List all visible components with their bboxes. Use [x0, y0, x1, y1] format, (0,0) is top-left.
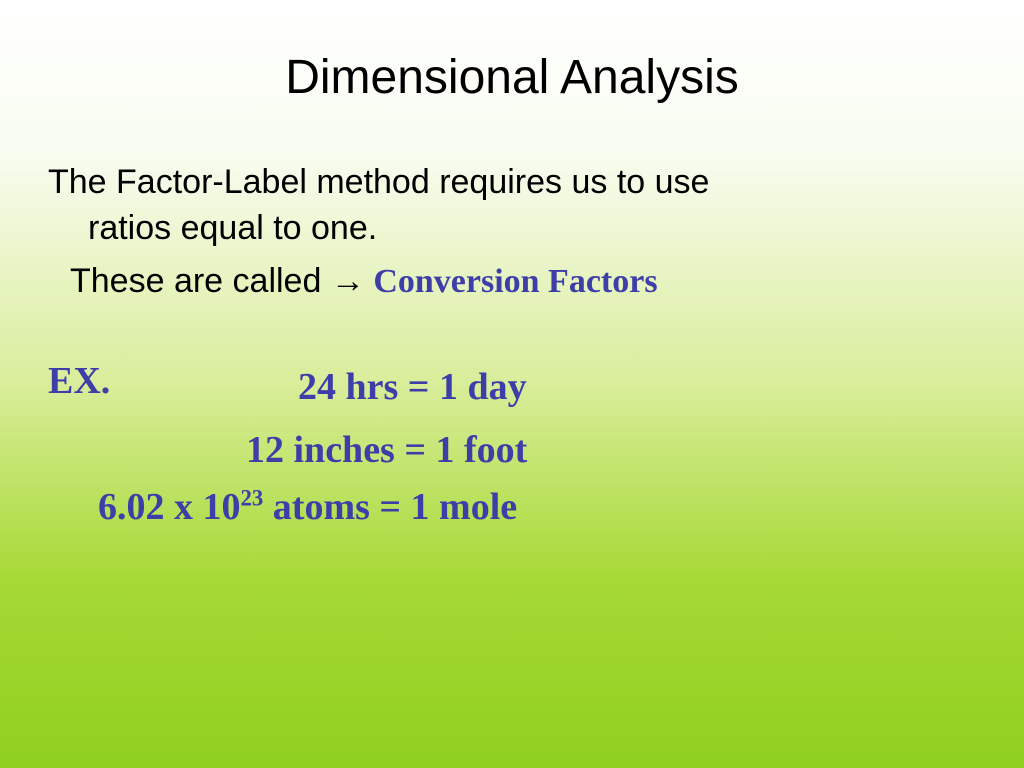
example-3-exponent: 23 — [241, 485, 264, 510]
example-3: 6.02 x 1023 atoms = 1 mole — [98, 479, 984, 536]
example-2: 12 inches = 1 foot — [98, 422, 984, 479]
example-3-base: 6.02 x 10 — [98, 486, 241, 528]
example-1: 24 hrs = 1 day — [298, 359, 527, 416]
intro-text: The Factor-Label method requires us to u… — [40, 160, 984, 252]
example-3-tail: atoms = 1 mole — [263, 486, 517, 528]
intro-line1: The Factor-Label method requires us to u… — [48, 163, 709, 201]
definition-term: Conversion Factors — [365, 263, 658, 300]
slide-title: Dimensional Analysis — [40, 50, 984, 105]
examples-block: EX. 24 hrs = 1 day 12 inches = 1 foot 6.… — [40, 359, 984, 536]
definition-line: These are called → Conversion Factors — [40, 262, 984, 301]
example-label: EX. — [48, 359, 298, 416]
intro-line2: ratios equal to one. — [48, 206, 984, 252]
arrow-icon: → — [331, 262, 365, 300]
definition-prefix: These are called — [70, 262, 331, 300]
